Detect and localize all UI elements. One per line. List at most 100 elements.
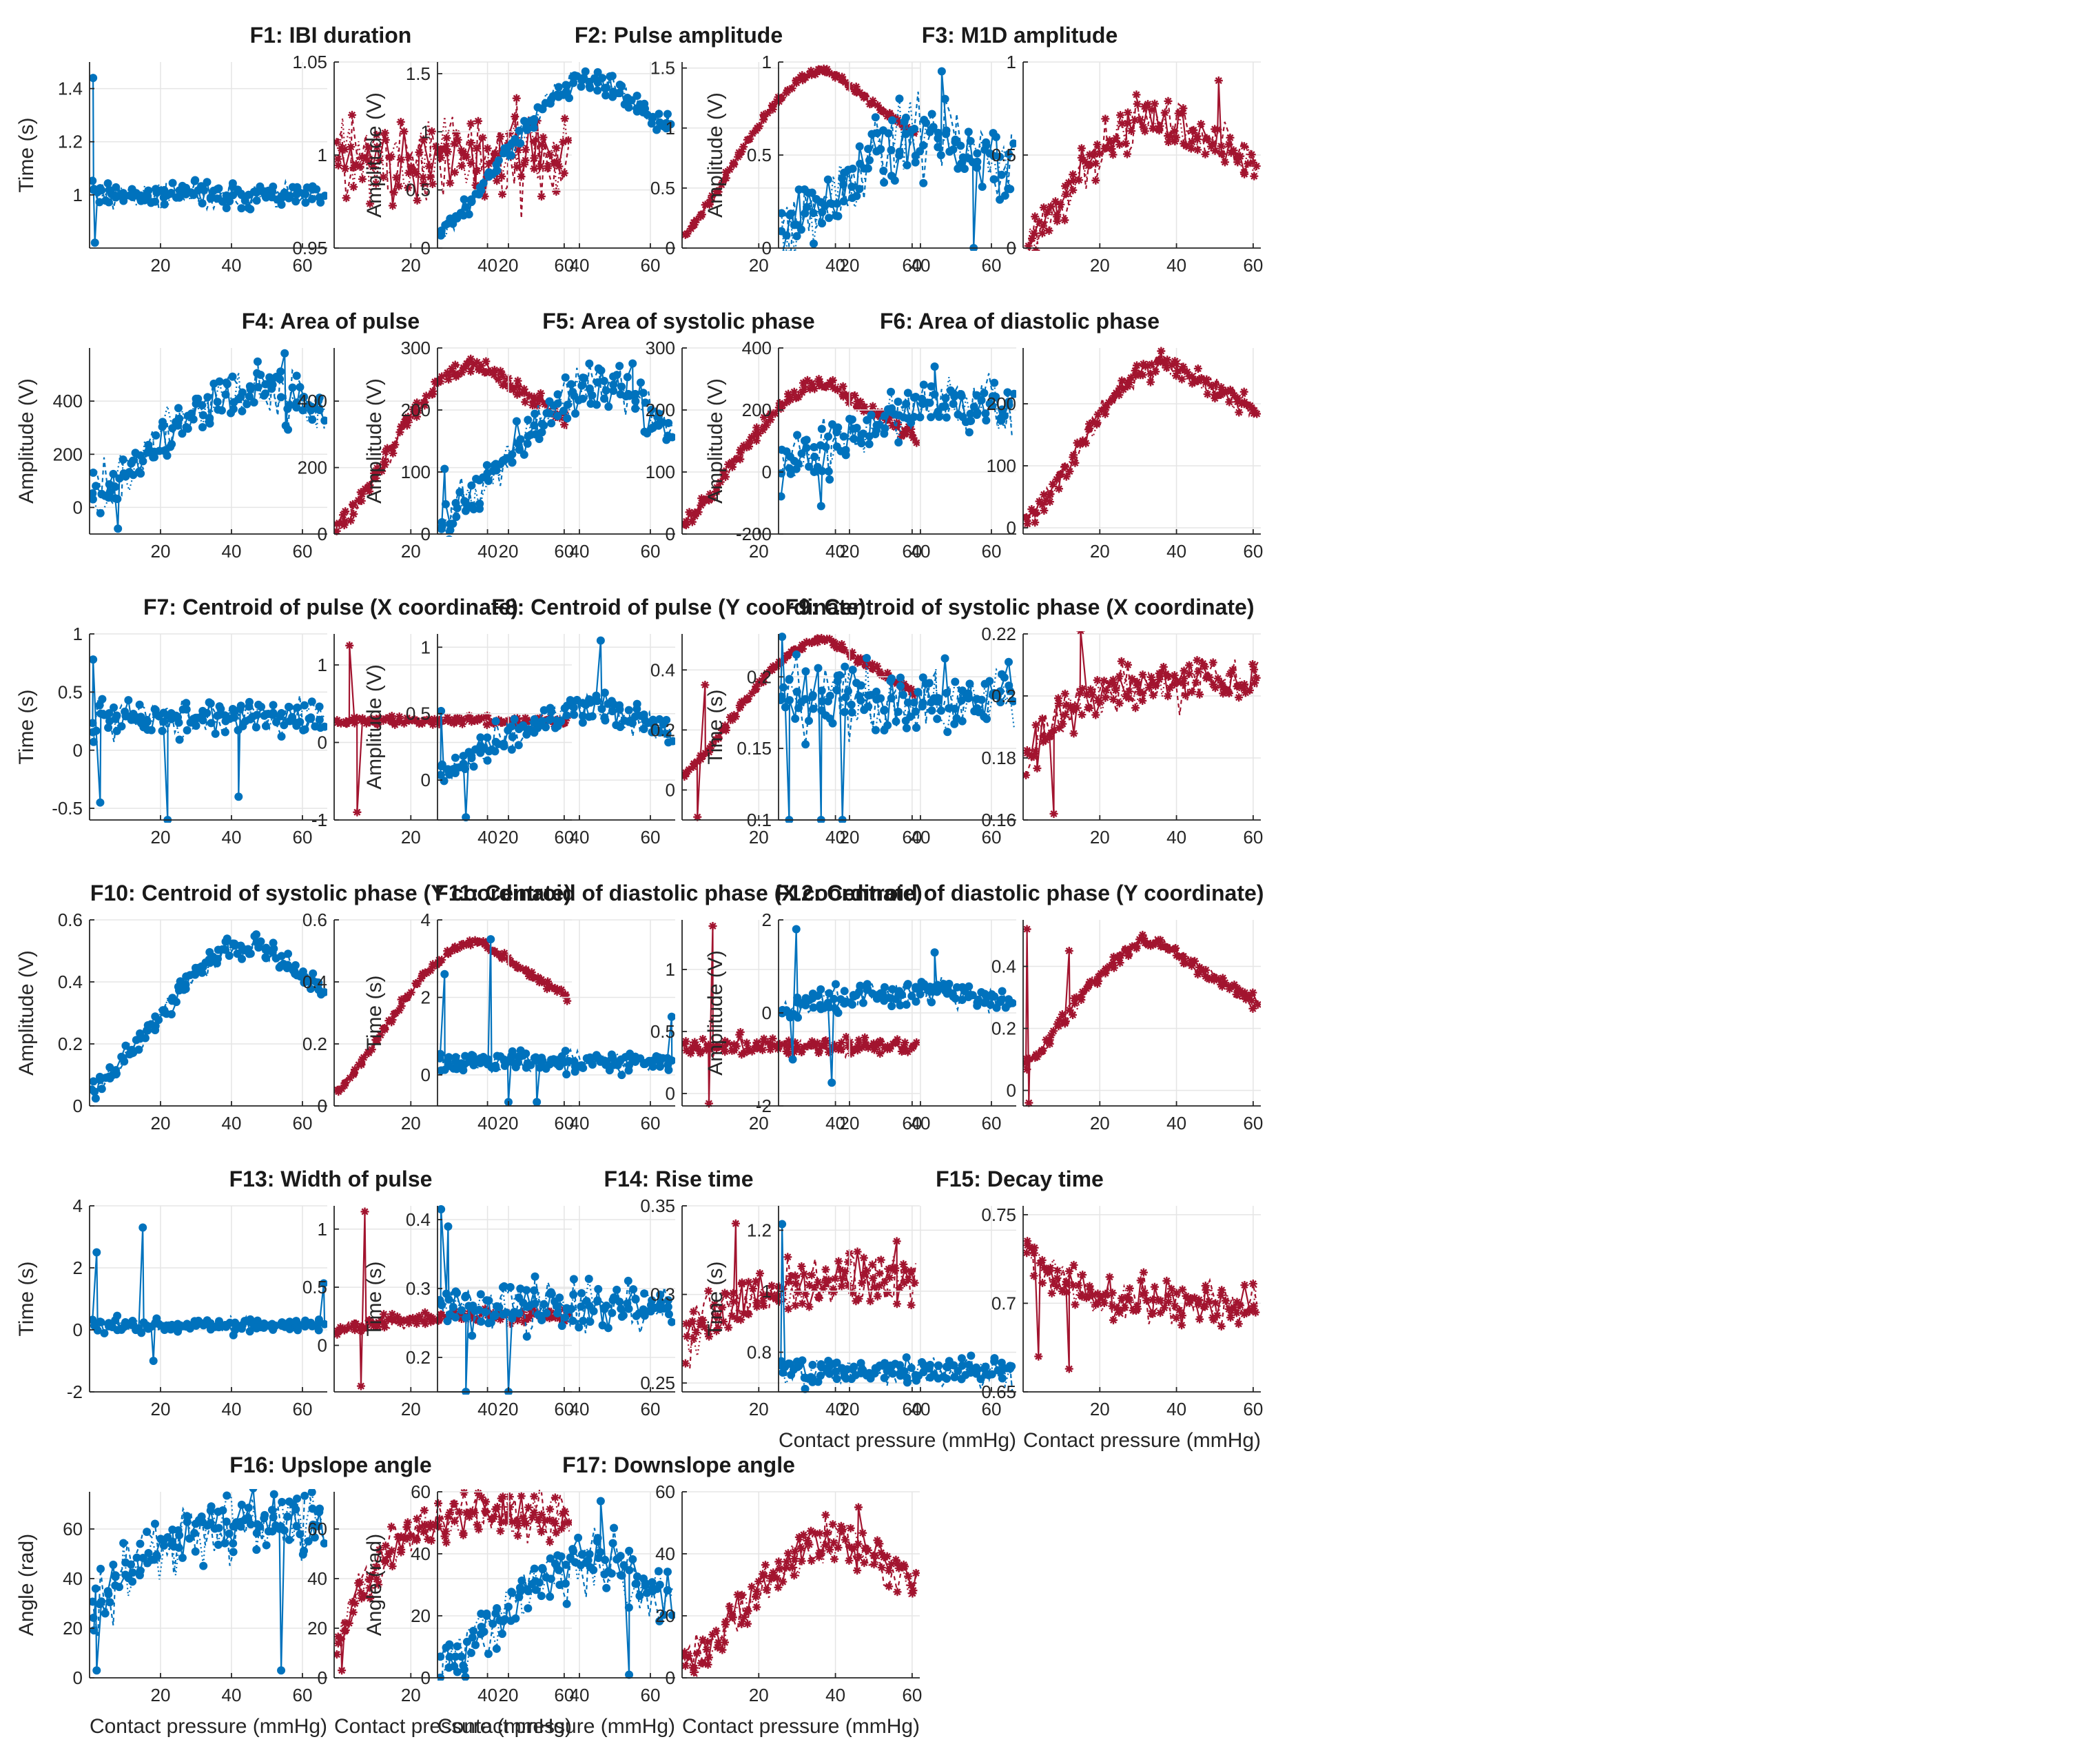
data-point bbox=[111, 482, 120, 491]
data-point bbox=[1074, 1281, 1083, 1290]
y-tick-label: 200 bbox=[401, 400, 431, 420]
data-point bbox=[372, 1562, 381, 1571]
data-point bbox=[708, 1630, 717, 1639]
data-point bbox=[150, 1519, 159, 1528]
data-point bbox=[192, 713, 200, 722]
data-point bbox=[577, 76, 586, 85]
data-point bbox=[1180, 674, 1188, 683]
data-point bbox=[366, 199, 375, 208]
data-point bbox=[478, 133, 487, 142]
data-point bbox=[831, 980, 840, 989]
y-tick-label: 1 bbox=[421, 637, 431, 657]
data-point bbox=[530, 1564, 539, 1573]
series-line bbox=[1026, 356, 1257, 524]
x-tick-label: 60 bbox=[902, 1113, 922, 1133]
data-point bbox=[1023, 1054, 1031, 1063]
data-point bbox=[841, 1267, 850, 1276]
data-point bbox=[860, 402, 869, 411]
y-axis-label: Amplitude (V) bbox=[15, 378, 38, 504]
data-point bbox=[529, 137, 538, 146]
data-point bbox=[1164, 692, 1173, 701]
data-point bbox=[973, 149, 982, 158]
data-point bbox=[682, 517, 691, 526]
data-point bbox=[682, 772, 689, 781]
data-point bbox=[841, 446, 850, 455]
data-point bbox=[387, 712, 396, 721]
data-point bbox=[563, 400, 572, 409]
data-point bbox=[285, 192, 294, 201]
data-point bbox=[856, 981, 865, 990]
data-point bbox=[402, 994, 411, 1003]
data-point bbox=[869, 1040, 878, 1049]
data-point bbox=[388, 444, 397, 453]
data-point bbox=[451, 212, 460, 220]
data-point bbox=[759, 1034, 768, 1043]
data-point bbox=[601, 1555, 610, 1564]
data-point bbox=[469, 505, 478, 514]
data-point bbox=[848, 164, 857, 173]
data-point bbox=[443, 219, 452, 228]
data-point bbox=[378, 466, 387, 475]
data-point bbox=[850, 992, 858, 1001]
data-point bbox=[388, 1562, 397, 1571]
data-point bbox=[740, 1612, 749, 1621]
data-point bbox=[965, 428, 974, 437]
data-point bbox=[150, 705, 159, 714]
data-point bbox=[199, 1321, 208, 1330]
data-point bbox=[167, 715, 176, 723]
feature-title-F2: F2: Pulse amplitude bbox=[575, 23, 783, 48]
data-point bbox=[692, 1649, 701, 1658]
data-point bbox=[899, 1260, 908, 1269]
data-point bbox=[1248, 659, 1257, 668]
data-point bbox=[461, 1051, 470, 1060]
data-point bbox=[183, 1517, 192, 1526]
x-tick-label: 20 bbox=[151, 1685, 171, 1705]
data-point bbox=[427, 1536, 436, 1545]
data-point bbox=[293, 183, 302, 192]
data-point bbox=[387, 1546, 396, 1555]
data-point bbox=[783, 1253, 792, 1262]
data-point bbox=[426, 1519, 435, 1528]
data-point bbox=[521, 398, 530, 407]
series-line bbox=[94, 932, 324, 1099]
data-point bbox=[858, 998, 867, 1007]
data-point bbox=[609, 88, 618, 96]
data-point bbox=[805, 384, 814, 393]
data-point bbox=[367, 1045, 376, 1054]
data-point bbox=[710, 1300, 719, 1309]
data-point bbox=[1203, 390, 1212, 399]
data-point bbox=[791, 1038, 800, 1047]
data-point bbox=[873, 994, 882, 1003]
data-point bbox=[357, 1594, 366, 1603]
data-point bbox=[527, 1310, 536, 1319]
data-point bbox=[1031, 1053, 1040, 1062]
data-point bbox=[697, 755, 706, 763]
data-point bbox=[1219, 683, 1228, 692]
data-point bbox=[562, 88, 570, 96]
data-point bbox=[1244, 159, 1253, 168]
data-point bbox=[1211, 146, 1219, 155]
data-point bbox=[737, 697, 746, 706]
data-point bbox=[314, 1326, 323, 1335]
data-point bbox=[285, 1535, 294, 1544]
data-point bbox=[298, 406, 307, 415]
data-point bbox=[728, 458, 737, 466]
data-point bbox=[617, 1304, 626, 1313]
data-point bbox=[1149, 690, 1157, 699]
series-line bbox=[442, 363, 672, 537]
data-point bbox=[545, 409, 554, 418]
y-axis-label: Time (s) bbox=[704, 690, 727, 765]
data-point bbox=[1039, 737, 1048, 746]
data-point bbox=[834, 1543, 843, 1552]
data-point bbox=[229, 1548, 238, 1557]
data-point bbox=[807, 1271, 816, 1280]
y-tick-label: 0 bbox=[421, 238, 431, 258]
data-point bbox=[895, 147, 904, 156]
data-point bbox=[951, 677, 960, 686]
data-point bbox=[1220, 158, 1229, 167]
data-point bbox=[1162, 359, 1171, 368]
data-point bbox=[713, 1043, 722, 1051]
